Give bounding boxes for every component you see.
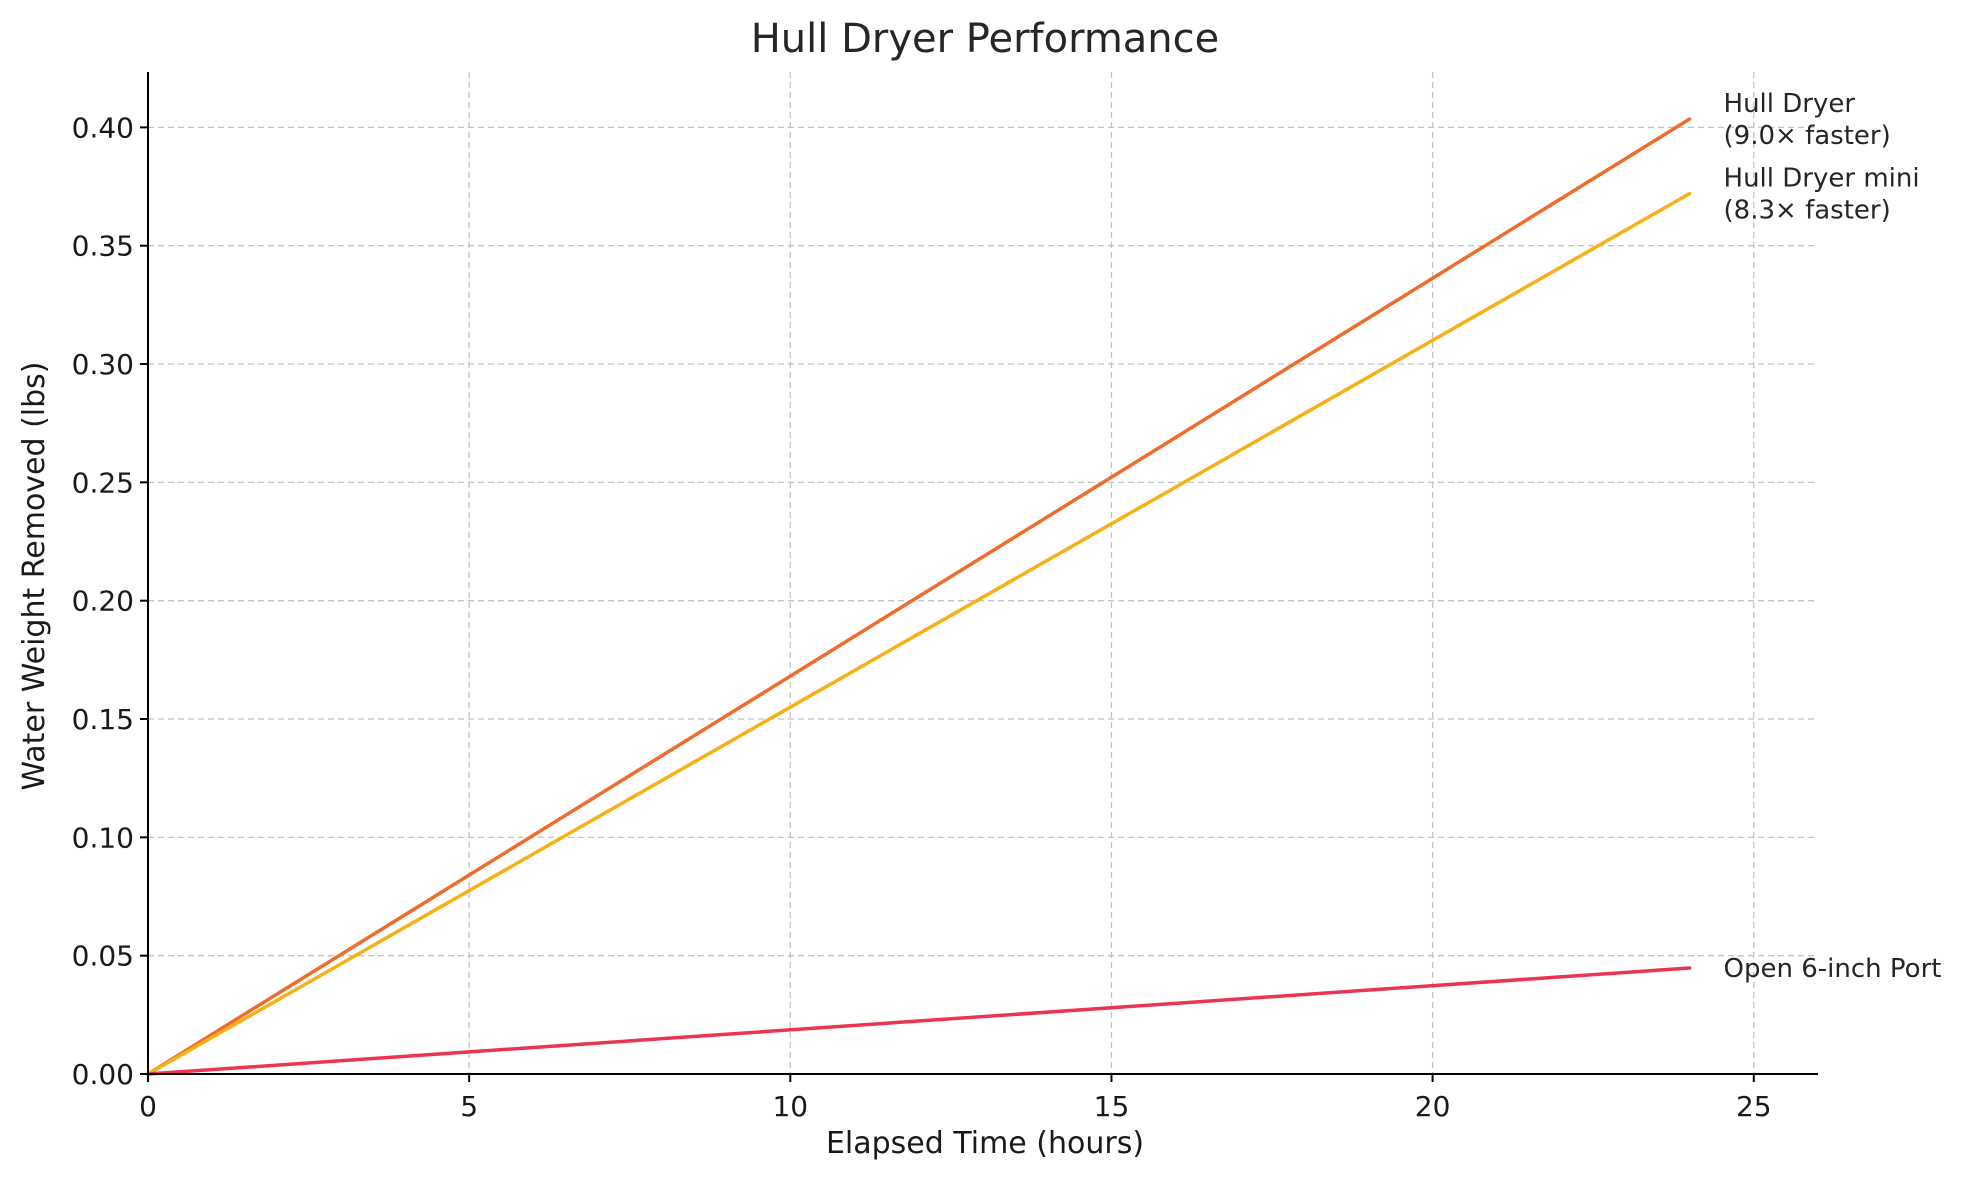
y-axis-label: Water Weight Removed (lbs) bbox=[17, 361, 52, 790]
y-tick-label: 0.40 bbox=[72, 111, 134, 144]
series-label-hull-dryer-mini: (8.3× faster) bbox=[1724, 196, 1891, 226]
y-tick-label: 0.05 bbox=[72, 940, 134, 973]
series-label-hull-dryer-mini: Hull Dryer mini bbox=[1724, 164, 1920, 194]
x-tick-label: 10 bbox=[772, 1090, 808, 1123]
x-tick-label: 0 bbox=[139, 1090, 157, 1123]
y-tick-label: 0.30 bbox=[72, 348, 134, 381]
series-line-open-port bbox=[146, 966, 1692, 1076]
series-line-hull-dryer-mini bbox=[146, 191, 1692, 1076]
y-tick-label: 0.20 bbox=[72, 585, 134, 618]
chart-title: Hull Dryer Performance bbox=[751, 16, 1220, 62]
series-line-hull-dryer bbox=[146, 117, 1692, 1076]
series-lines bbox=[146, 117, 1692, 1076]
series-label-open-port: Open 6-inch Port bbox=[1724, 954, 1942, 984]
y-tick-label: 0.00 bbox=[72, 1058, 134, 1091]
y-tick-label: 0.10 bbox=[72, 821, 134, 854]
y-tick-label: 0.15 bbox=[72, 703, 134, 736]
y-tick-label: 0.35 bbox=[72, 230, 134, 263]
series-label-hull-dryer: Hull Dryer bbox=[1724, 89, 1856, 119]
x-tick-label: 25 bbox=[1736, 1090, 1772, 1123]
tick-labels: 0 5 10 15 20 25 0.00 0.05 0.10 0.15 0.20 0.25 0.30 0.… bbox=[72, 111, 1772, 1123]
grid bbox=[148, 72, 1818, 1074]
series-labels: Hull Dryer(9.0× faster) Hull Dryer mini(8… bbox=[1724, 89, 1942, 984]
x-tick-label: 20 bbox=[1415, 1090, 1451, 1123]
series-label-hull-dryer: (9.0× faster) bbox=[1724, 121, 1891, 151]
x-tick-label: 5 bbox=[460, 1090, 478, 1123]
axes bbox=[140, 72, 1818, 1082]
x-axis-label: Elapsed Time (hours) bbox=[826, 1126, 1144, 1161]
x-tick-label: 15 bbox=[1094, 1090, 1130, 1123]
y-tick-label: 0.25 bbox=[72, 466, 134, 499]
